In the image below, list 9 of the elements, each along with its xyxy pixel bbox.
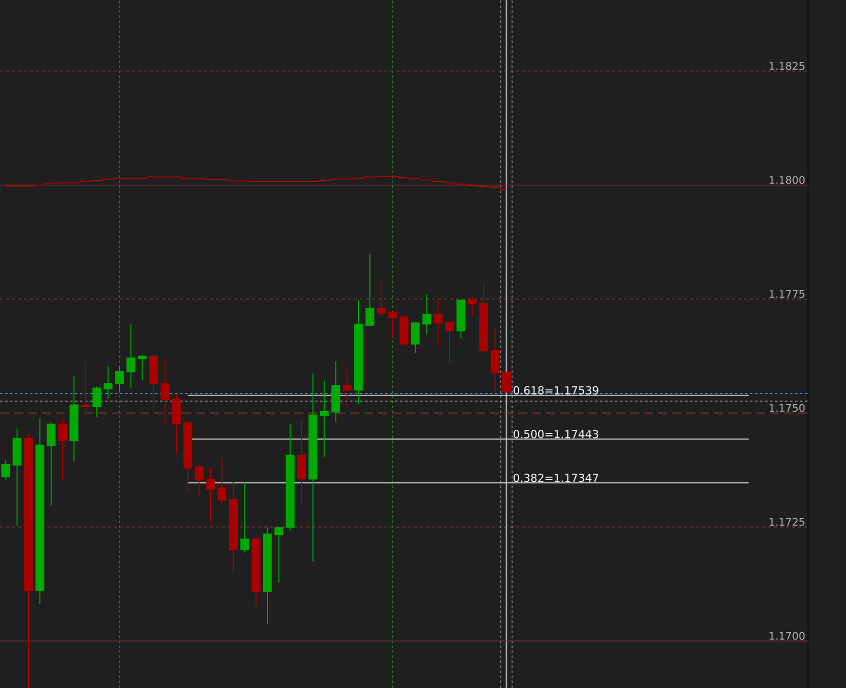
y-tick-label: 1.1725 <box>770 518 804 526</box>
ref-line-label: 0.382=1.17347 <box>514 474 598 482</box>
y-tick-label: 1.1800 <box>770 176 805 184</box>
ref-line-label: 0.618=1.17539 <box>514 386 598 394</box>
y-tick-label: 1.1825 <box>770 62 804 70</box>
ref-line-label: 0.500=1.17443 <box>514 430 598 438</box>
y-tick-label: 1.1750 <box>770 404 805 412</box>
y-tick-label: 1.1700 <box>770 632 805 640</box>
y-tick-label: 1.1775 <box>770 290 804 298</box>
